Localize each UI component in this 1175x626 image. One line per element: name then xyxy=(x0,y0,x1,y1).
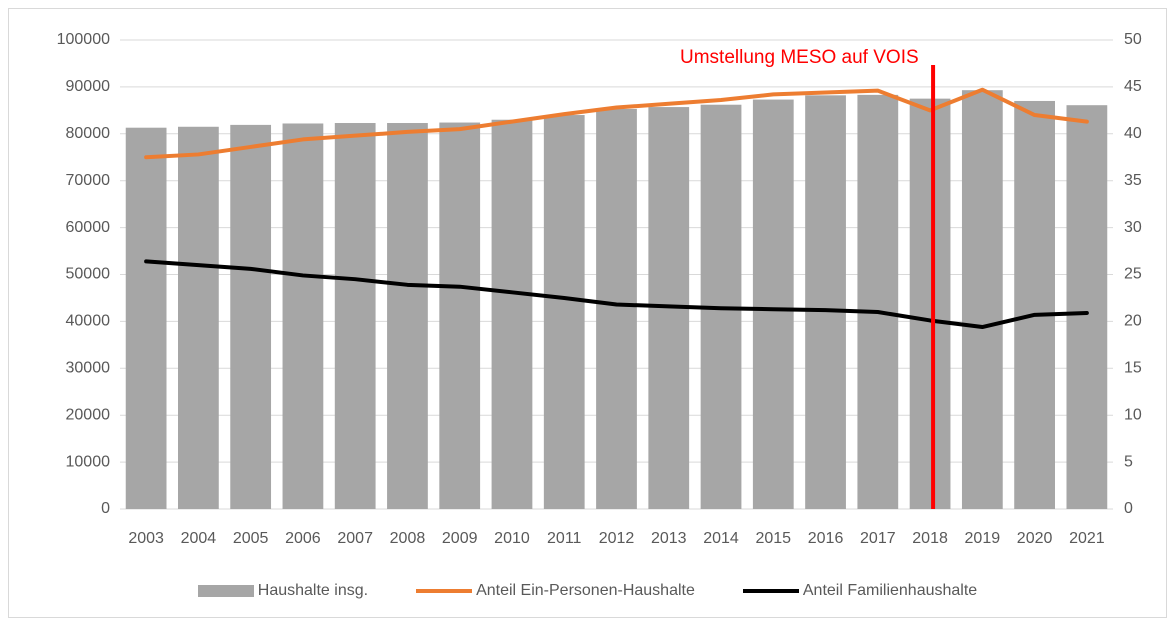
y2-tick-label: 20 xyxy=(1124,313,1142,330)
y-tick-label: 90000 xyxy=(66,78,111,95)
bar xyxy=(334,123,376,509)
bar xyxy=(596,108,637,510)
y-tick-label: 50000 xyxy=(66,266,111,283)
legend: Haushalte insg. Anteil Ein-Personen-Haush… xyxy=(0,582,1175,600)
legend-item: Haushalte insg. xyxy=(197,582,369,600)
legend-swatch xyxy=(742,589,799,593)
line-series xyxy=(144,259,1089,330)
y2-tick-label: 15 xyxy=(1124,360,1142,377)
y2-tick-label: 45 xyxy=(1124,78,1142,95)
annotation-text: Umstellung MESO auf VOIS xyxy=(680,47,919,68)
y-tick-label: 70000 xyxy=(66,172,111,189)
legend-item: Anteil Ein-Personen-Haushalte xyxy=(416,582,695,600)
x-tick-label: 2008 xyxy=(390,530,426,547)
y-tick-label: 80000 xyxy=(66,125,111,142)
x-tick-label: 2013 xyxy=(651,530,687,547)
line-series xyxy=(144,87,1089,160)
x-tick-label: 2021 xyxy=(1069,530,1105,547)
bar xyxy=(909,98,951,509)
bar xyxy=(178,126,219,509)
bar xyxy=(439,122,481,509)
y2-tick-label: 30 xyxy=(1124,219,1142,236)
bar xyxy=(491,119,533,509)
x-tick-label: 2003 xyxy=(128,530,164,547)
x-tick-label: 2006 xyxy=(285,530,321,547)
y-tick-label: 60000 xyxy=(66,219,111,236)
x-tick-label: 2017 xyxy=(860,530,896,547)
x-tick-label: 2018 xyxy=(912,530,948,547)
x-tick-label: 2004 xyxy=(181,530,217,547)
x-tick-label: 2011 xyxy=(547,530,582,547)
bar xyxy=(230,124,272,509)
bar xyxy=(125,127,167,509)
bar xyxy=(857,94,899,510)
x-tick-label: 2007 xyxy=(337,530,373,547)
legend-label: Haushalte insg. xyxy=(257,582,369,599)
y-tick-label: 0 xyxy=(101,500,110,517)
y-tick-label: 20000 xyxy=(66,406,111,423)
x-tick-label: 2015 xyxy=(755,530,791,547)
y2-tick-label: 5 xyxy=(1124,453,1133,470)
y2-tick-label: 0 xyxy=(1124,500,1133,517)
bar xyxy=(282,123,324,510)
y2-tick-label: 35 xyxy=(1124,172,1142,189)
x-tick-label: 2009 xyxy=(442,530,478,547)
x-tick-label: 2019 xyxy=(965,530,1001,547)
legend-swatch xyxy=(416,589,473,593)
x-tick-label: 2014 xyxy=(703,530,739,547)
bar xyxy=(543,115,585,509)
bar xyxy=(387,123,428,509)
bar xyxy=(1066,105,1108,509)
y2-tick-label: 40 xyxy=(1124,125,1142,142)
y-tick-label: 40000 xyxy=(66,313,111,330)
y2-tick-label: 25 xyxy=(1124,266,1142,283)
bar xyxy=(961,90,1003,510)
legend-item: Anteil Familienhaushalte xyxy=(742,582,978,600)
y-tick-label: 30000 xyxy=(66,360,111,377)
x-tick-label: 2016 xyxy=(808,530,844,547)
x-tick-label: 2005 xyxy=(233,530,269,547)
legend-swatch xyxy=(197,585,254,597)
bar xyxy=(1014,100,1055,509)
bar xyxy=(752,99,794,510)
y-tick-label: 100000 xyxy=(57,31,110,48)
legend-label: Anteil Ein-Personen-Haushalte xyxy=(476,582,695,599)
x-tick-label: 2012 xyxy=(599,530,635,547)
y2-tick-label: 50 xyxy=(1124,31,1142,48)
x-tick-label: 2020 xyxy=(1017,530,1053,547)
legend-label: Anteil Familienhaushalte xyxy=(802,582,978,599)
bar xyxy=(805,95,846,509)
y2-tick-label: 10 xyxy=(1124,406,1142,423)
x-tick-label: 2010 xyxy=(494,530,530,547)
y-tick-label: 10000 xyxy=(66,453,111,470)
